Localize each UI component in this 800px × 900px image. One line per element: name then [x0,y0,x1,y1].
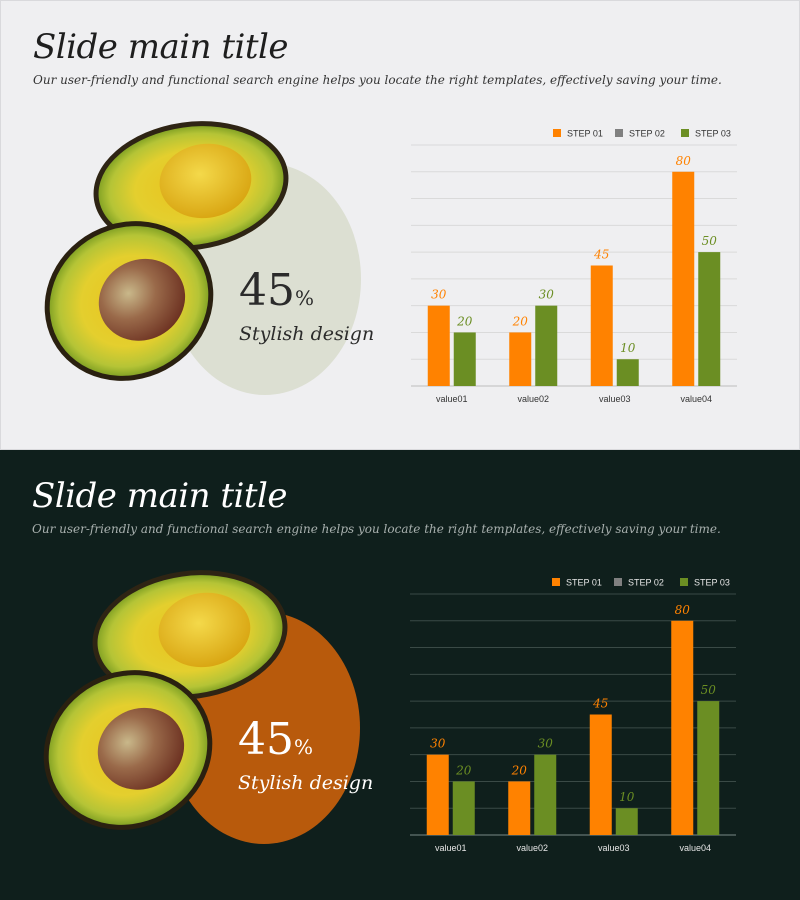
data-label: 80 [676,154,692,168]
bar-chart: STEP 01 STEP 02 STEP 03 30 20 value01 20 30 valu… [411,129,737,404]
bar [698,252,721,386]
legend-swatch [614,578,622,586]
legend-label: STEP 03 [695,129,731,139]
data-label: 20 [456,314,473,328]
data-label: 30 [539,288,555,302]
slide-dark: Slide main title Our user-friendly and f… [0,450,800,900]
data-label: 30 [538,737,554,751]
bar [697,701,720,835]
data-label: 80 [675,603,691,617]
bar [615,808,638,835]
bar-chart: STEP 01 STEP 02 STEP 03 30 20 value01 20 30 valu… [410,578,736,853]
legend-label: STEP 03 [694,578,730,588]
x-tick-label: value04 [679,843,711,853]
bar [508,781,531,835]
x-tick-label: value03 [598,843,630,853]
slide-title: Slide main title [32,476,288,516]
legend-swatch [681,129,689,137]
data-label: 20 [512,314,529,328]
data-label: 50 [702,234,718,248]
x-tick-label: value01 [436,394,468,404]
bar [453,332,476,386]
bar [426,754,449,835]
x-tick-label: value04 [680,394,712,404]
bar [535,305,558,386]
x-tick-label: value03 [599,394,631,404]
data-label: 45 [592,697,608,711]
legend-swatch [615,129,623,137]
data-label: 10 [619,790,635,804]
slide-subtitle: Our user-friendly and functional search … [33,73,722,87]
bar [509,332,532,386]
bar [427,305,450,386]
stat-caption: Stylish design [238,772,374,794]
data-label: 30 [430,737,446,751]
data-label: 50 [701,683,717,697]
legend-label: STEP 02 [628,578,664,588]
data-label: 30 [431,288,447,302]
stat-unit: % [294,735,314,759]
legend-label: STEP 01 [567,129,603,139]
stat-percentage: 45% [238,718,313,769]
legend-label: STEP 02 [629,129,665,139]
bar [452,781,475,835]
bar [616,359,639,386]
stat-percentage: 45% [239,269,314,320]
stat-value: 45 [238,714,294,765]
data-label: 45 [593,248,609,262]
x-tick-label: value01 [435,843,467,853]
stat-value: 45 [239,265,295,316]
slide-light: Slide main title Our user-friendly and f… [0,0,800,450]
legend-swatch [553,129,561,137]
stat-unit: % [295,286,315,310]
data-label: 20 [455,763,472,777]
bar [672,171,695,386]
bar [589,714,612,835]
bar [671,620,694,835]
data-label: 10 [620,341,636,355]
slide-title: Slide main title [33,27,289,67]
bar [590,265,613,386]
slide-subtitle: Our user-friendly and functional search … [32,522,721,536]
x-tick-label: value02 [517,394,549,404]
data-label: 20 [511,763,528,777]
legend-swatch [680,578,688,586]
stat-caption: Stylish design [239,323,375,345]
x-tick-label: value02 [516,843,548,853]
legend-swatch [552,578,560,586]
bar [534,754,557,835]
legend-label: STEP 01 [566,578,602,588]
